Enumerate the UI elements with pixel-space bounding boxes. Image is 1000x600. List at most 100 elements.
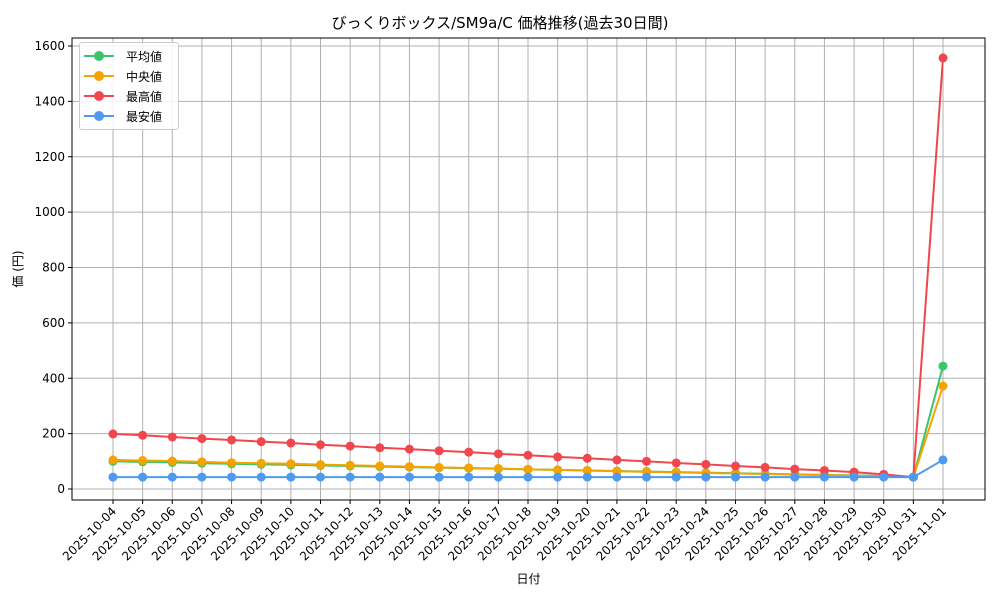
data-point bbox=[434, 472, 444, 482]
data-point bbox=[256, 458, 266, 468]
data-point bbox=[553, 465, 563, 475]
legend-item-max: 最高値 bbox=[84, 86, 174, 106]
data-point bbox=[701, 472, 711, 482]
data-point bbox=[582, 465, 592, 475]
data-point bbox=[434, 446, 444, 456]
y-tick-label: 400 bbox=[42, 371, 65, 385]
data-point bbox=[671, 472, 681, 482]
data-point bbox=[404, 444, 414, 454]
data-point bbox=[197, 434, 207, 444]
data-point bbox=[819, 472, 829, 482]
data-point bbox=[464, 463, 474, 473]
legend-marker-icon bbox=[84, 51, 114, 61]
y-tick-label: 1200 bbox=[34, 150, 65, 164]
data-point bbox=[760, 462, 770, 472]
data-point bbox=[227, 435, 237, 445]
data-point bbox=[701, 459, 711, 469]
data-point bbox=[464, 472, 474, 482]
legend-marker-icon bbox=[84, 91, 114, 101]
data-point bbox=[642, 456, 652, 466]
x-axis-label: 日付 bbox=[516, 572, 540, 586]
data-point bbox=[908, 472, 918, 482]
data-point bbox=[760, 472, 770, 482]
data-point bbox=[553, 452, 563, 462]
data-point bbox=[523, 450, 533, 460]
data-point bbox=[404, 472, 414, 482]
data-point bbox=[138, 430, 148, 440]
data-point bbox=[375, 472, 385, 482]
data-point bbox=[345, 460, 355, 470]
axes-frame bbox=[71, 37, 986, 501]
data-point bbox=[493, 449, 503, 459]
legend-label: 平均値 bbox=[126, 49, 163, 64]
data-point bbox=[849, 472, 859, 482]
data-point bbox=[612, 472, 622, 482]
data-point bbox=[138, 455, 148, 465]
data-point bbox=[286, 459, 296, 469]
data-point bbox=[375, 443, 385, 453]
data-point bbox=[286, 472, 296, 482]
y-tick-label: 600 bbox=[42, 316, 65, 330]
data-point bbox=[227, 472, 237, 482]
y-tick-label: 1000 bbox=[34, 205, 65, 219]
data-point bbox=[671, 458, 681, 468]
data-point bbox=[938, 53, 948, 63]
data-point bbox=[731, 472, 740, 482]
data-point bbox=[345, 441, 355, 451]
data-point bbox=[197, 472, 207, 482]
data-point bbox=[879, 472, 889, 482]
data-point bbox=[316, 460, 325, 470]
data-point bbox=[642, 472, 652, 482]
data-point bbox=[227, 458, 237, 468]
data-point bbox=[938, 455, 948, 465]
data-point bbox=[434, 462, 444, 472]
chart-title: びっくりボックス/SM9a/C 価格推移(過去30日間) bbox=[331, 14, 669, 32]
legend-marker-icon bbox=[84, 71, 114, 81]
data-point bbox=[493, 464, 503, 474]
legend-label: 最安値 bbox=[126, 109, 163, 124]
y-tick-label: 800 bbox=[42, 261, 65, 275]
data-point bbox=[286, 438, 296, 448]
data-point bbox=[167, 472, 177, 482]
data-point bbox=[612, 455, 622, 465]
data-point bbox=[553, 472, 563, 482]
data-point bbox=[167, 456, 177, 466]
data-point bbox=[256, 437, 266, 447]
data-point bbox=[464, 447, 474, 457]
data-point bbox=[582, 472, 592, 482]
data-point bbox=[316, 472, 325, 482]
y-tick-label: 1400 bbox=[34, 94, 65, 108]
data-point bbox=[375, 461, 385, 471]
data-point bbox=[493, 472, 503, 482]
data-point bbox=[167, 432, 177, 442]
legend-item-mean: 平均値 bbox=[84, 46, 174, 66]
data-point bbox=[108, 455, 118, 465]
legend-label: 中央値 bbox=[126, 69, 163, 84]
data-point bbox=[404, 462, 414, 472]
data-point bbox=[523, 464, 533, 474]
y-tick-label: 1600 bbox=[34, 39, 65, 53]
data-point bbox=[197, 457, 207, 467]
data-point bbox=[523, 472, 533, 482]
data-point bbox=[108, 472, 118, 482]
data-point bbox=[582, 453, 592, 463]
data-point bbox=[790, 464, 800, 474]
data-point bbox=[938, 381, 948, 391]
data-point bbox=[731, 461, 740, 471]
data-point bbox=[256, 472, 266, 482]
y-tick-label: 200 bbox=[42, 427, 65, 441]
legend-label: 最高値 bbox=[126, 89, 163, 104]
data-point bbox=[938, 361, 948, 371]
legend-marker-icon bbox=[84, 111, 114, 121]
data-point bbox=[790, 472, 800, 482]
legend-item-median: 中央値 bbox=[84, 66, 174, 86]
data-point bbox=[819, 465, 829, 475]
y-axis-label: 価 (円) bbox=[11, 250, 25, 287]
legend: 平均値 中央値 最高値 最安値 bbox=[79, 42, 179, 130]
legend-item-min: 最安値 bbox=[84, 106, 174, 126]
data-point bbox=[316, 440, 325, 450]
data-point bbox=[108, 429, 118, 439]
data-point bbox=[345, 472, 355, 482]
